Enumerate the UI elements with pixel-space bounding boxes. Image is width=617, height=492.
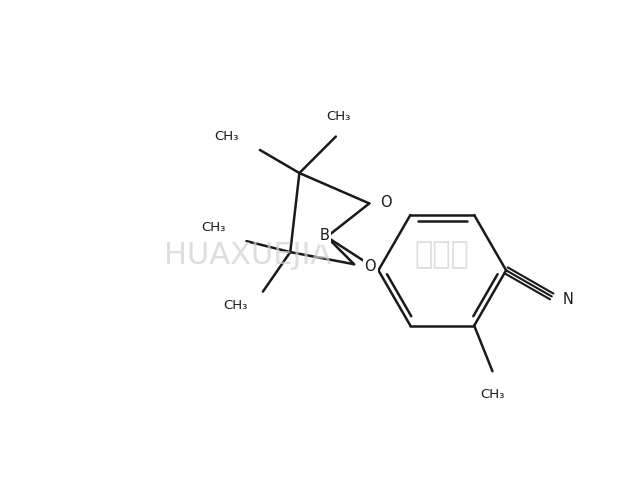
Text: CH₃: CH₃ — [214, 129, 239, 143]
Text: O: O — [365, 259, 376, 274]
Text: HUAXUEJIA: HUAXUEJIA — [164, 241, 331, 270]
Text: O: O — [379, 195, 391, 210]
Text: CH₃: CH₃ — [480, 388, 505, 401]
Text: CH₃: CH₃ — [327, 110, 351, 123]
Text: CH₃: CH₃ — [201, 221, 225, 234]
Text: N: N — [563, 292, 574, 307]
Text: B: B — [320, 228, 330, 243]
Text: 化学加: 化学加 — [415, 241, 470, 270]
Text: CH₃: CH₃ — [223, 299, 247, 312]
